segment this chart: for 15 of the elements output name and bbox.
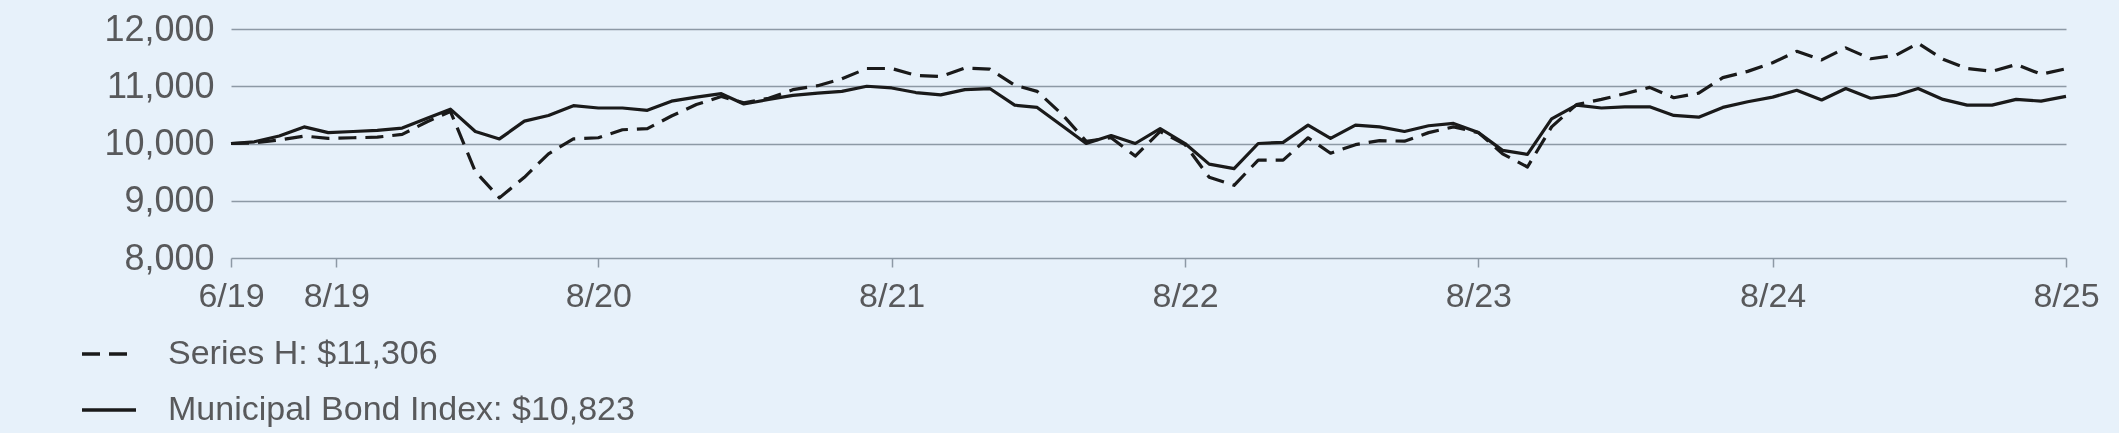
x-tick-label: 8/22 — [1152, 275, 1219, 314]
x-tick-label: 8/25 — [2033, 275, 2100, 314]
y-tick-label: 9,000 — [124, 179, 215, 221]
legend-label: Series H: $11,306 — [168, 333, 438, 371]
y-tick-label: 10,000 — [104, 122, 215, 163]
y-tick-label: 11,000 — [107, 64, 215, 106]
x-tick-label: 8/23 — [1445, 275, 1513, 314]
x-tick-label: 8/20 — [565, 275, 632, 314]
x-tick-label: 8/24 — [1740, 275, 1807, 314]
x-tick-label: 8/19 — [303, 275, 370, 314]
legend-label: Municipal Bond Index: $10,823 — [168, 389, 635, 427]
x-tick-label: 6/19 — [198, 275, 265, 314]
y-tick-label: 8,000 — [124, 236, 215, 278]
x-tick-label: 8/21 — [859, 275, 926, 314]
y-tick-label: 12,000 — [104, 7, 215, 49]
